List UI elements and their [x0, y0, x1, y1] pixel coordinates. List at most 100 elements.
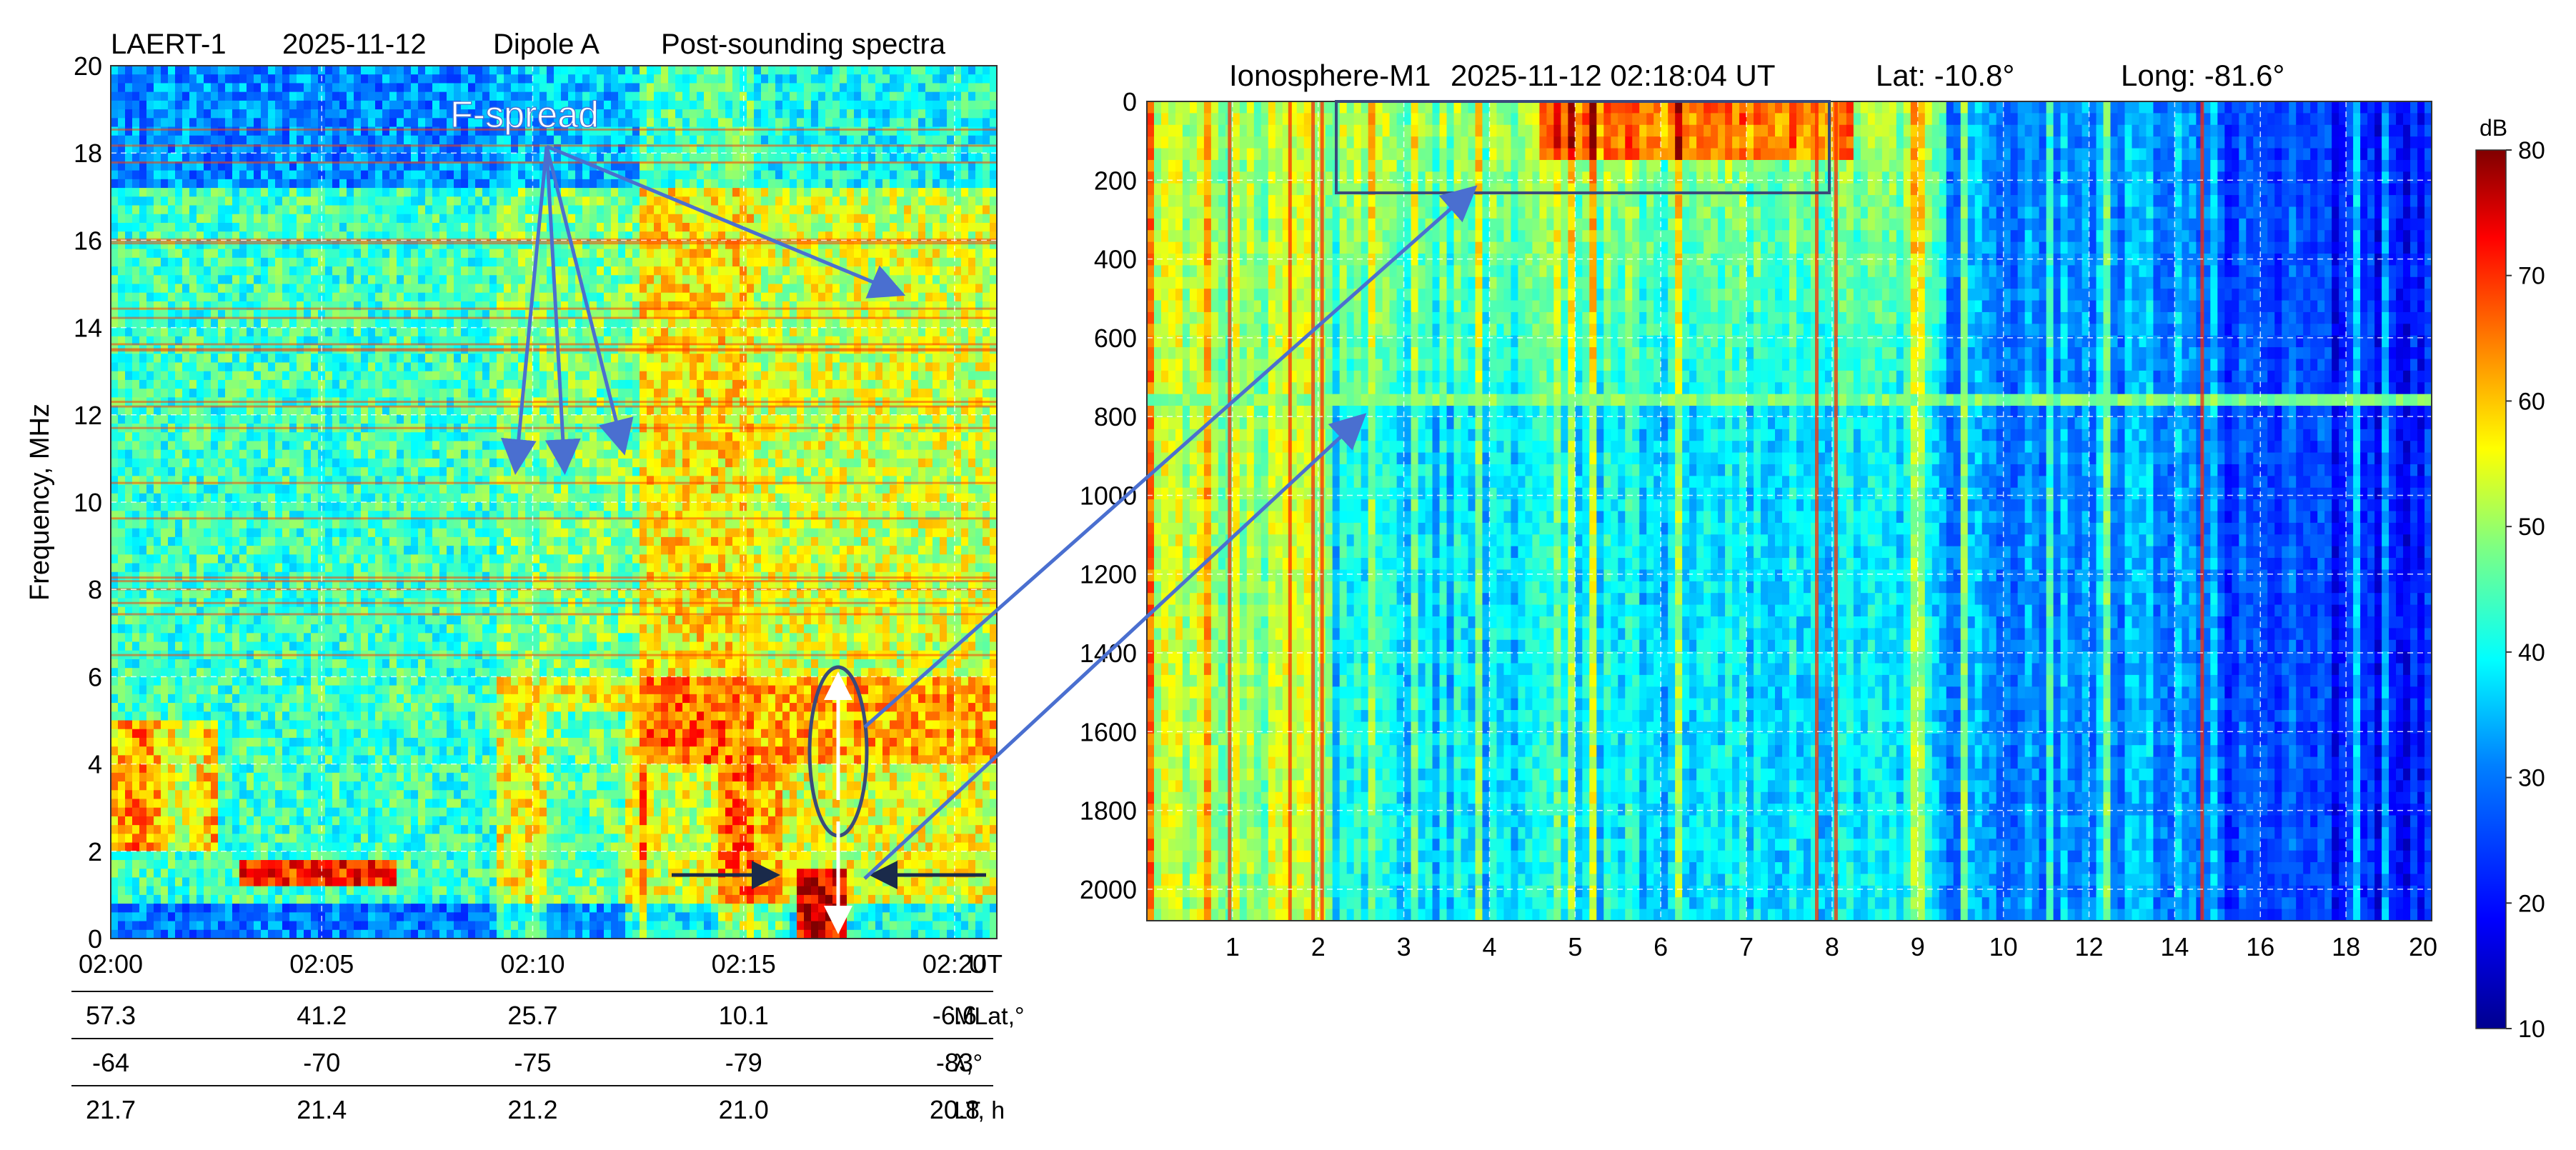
left-x-tick: 02:00: [79, 949, 143, 979]
right-y-tick: 1200: [1080, 560, 1137, 589]
right-y-tick: 2000: [1080, 875, 1137, 904]
left-y-tick: 14: [74, 314, 102, 343]
f-spread-arrow-4: [546, 144, 906, 299]
colorbar-tick: 10: [2518, 1016, 2545, 1043]
left-y-tick: 10: [74, 488, 102, 517]
colorbar-tick: 80: [2518, 137, 2545, 164]
ancillary-value: -83: [936, 1048, 973, 1077]
left-title-4: Post-sounding spectra: [661, 29, 946, 60]
left-title-1: LAERT-1: [111, 29, 227, 60]
right-title-1: Ionosphere-M1: [1229, 59, 1431, 92]
f-spread-annotation: F-spread: [449, 94, 906, 475]
right-x-tick: 5: [1568, 932, 1582, 961]
right-x-tick: 6: [1653, 932, 1668, 961]
colorbar-tick: 60: [2518, 388, 2545, 415]
left-x-tick: 02:15: [712, 949, 776, 979]
ancillary-value: 21.0: [719, 1095, 769, 1124]
right-x-tick: 3: [1397, 932, 1411, 961]
right-y-tick: 200: [1094, 166, 1137, 195]
right-x-tick: 16: [2246, 932, 2274, 961]
left-title-3: Dipole A: [493, 29, 600, 60]
right-y-tick: 800: [1094, 402, 1137, 431]
right-x-tick-labels: 1 2 3 4 5 6 7 8 9 10 12 14 16 18 20: [1225, 932, 2437, 961]
left-y-tick: 18: [74, 139, 102, 168]
colorbar-tick-labels: 10 20 30 40 50 60 70 80: [2506, 137, 2545, 1043]
connector-arrow-upper: [863, 185, 1478, 729]
ancillary-value: -79: [725, 1048, 762, 1077]
right-title-2: 2025-11-12 02:18:04 UT: [1451, 59, 1776, 92]
left-grid: [111, 66, 997, 939]
left-y-tick: 12: [74, 401, 102, 430]
right-y-tick-labels: 0200400600800100012001400160018002000: [1080, 87, 1137, 904]
left-x-tick-labels: 02:00 02:05 02:10 02:15 02:20: [79, 949, 987, 979]
ancillary-value: 57.3: [86, 1001, 136, 1030]
colorbar-tick: 30: [2518, 765, 2545, 792]
ancillary-value: 21.2: [507, 1095, 557, 1124]
right-title-4: Long: -81.6°: [2121, 59, 2284, 92]
left-plot-frame: [110, 65, 998, 939]
right-x-tick: 7: [1739, 932, 1754, 961]
ancillary-row-label: λ,°: [954, 1050, 983, 1077]
left-x-tick: 02:20: [923, 949, 987, 979]
left-y-tick: 6: [88, 662, 102, 691]
right-spectrogram-panel: Ionosphere-M1 2025-11-12 02:18:04 UT Lat…: [1080, 59, 2545, 1043]
left-y-axis-label: Frequency, MHz: [25, 404, 55, 601]
ancillary-value: -6.6: [933, 1001, 977, 1030]
colorbar-tick: 20: [2518, 890, 2545, 917]
colorbar-tick: 50: [2518, 514, 2545, 541]
f-spread-arrow-1: [500, 146, 549, 475]
left-y-tick: 16: [74, 226, 102, 255]
left-y-tick: 2: [88, 837, 102, 866]
right-x-tick: 20: [2409, 932, 2437, 961]
f-spread-label: F-spread: [450, 94, 599, 136]
ancillary-value: 20.8: [930, 1095, 980, 1124]
left-spectrogram-panel: LAERT-1 2025-11-12 Dipole A Post-soundin…: [25, 29, 1025, 1124]
ancillary-value: 10.1: [719, 1001, 769, 1030]
colorbar-bar: [2475, 149, 2507, 1029]
colorbar-tick: 40: [2518, 639, 2545, 666]
left-x-tick: 02:05: [289, 949, 354, 979]
right-x-tick: 10: [1989, 932, 2018, 961]
left-x-tick: 02:10: [500, 949, 565, 979]
right-x-tick: 8: [1825, 932, 1839, 961]
left-title-2: 2025-11-12: [282, 29, 427, 60]
left-y-tick: 0: [88, 924, 102, 954]
left-y-tick: 20: [74, 51, 102, 81]
right-x-tick: 18: [2332, 932, 2360, 961]
left-heatmap: [111, 66, 998, 939]
right-y-tick: 1800: [1080, 796, 1137, 826]
ancillary-value: 41.2: [297, 1001, 347, 1030]
right-x-tick: 12: [2075, 932, 2104, 961]
ancillary-value: 25.7: [507, 1001, 557, 1030]
right-y-tick: 0: [1123, 87, 1137, 116]
connector-arrow-lower: [863, 413, 1367, 880]
colorbar-tick: 70: [2518, 263, 2545, 290]
right-x-tick: 4: [1482, 932, 1496, 961]
right-x-tick: 9: [1911, 932, 1925, 961]
right-heatmap: [1147, 101, 2432, 921]
left-y-tick: 4: [88, 750, 102, 779]
right-x-tick: 1: [1225, 932, 1240, 961]
ancillary-value: 21.4: [297, 1095, 347, 1124]
f-spread-arrow-2: [544, 146, 581, 475]
ancillary-value: -64: [92, 1048, 129, 1077]
right-x-tick: 2: [1311, 932, 1326, 961]
f-spread-arrow-3: [544, 146, 634, 456]
ancillary-value: 21.7: [86, 1095, 136, 1124]
highlight-box: [1335, 100, 1831, 194]
left-y-tick-labels: 0 2 4 6 8 10 12 14 16 18 20: [74, 51, 102, 954]
left-x-unit-label: UT: [968, 949, 1003, 979]
ancillary-value: -70: [303, 1048, 340, 1077]
ancillary-row-label: LT, h: [954, 1097, 1005, 1124]
ancillary-value: -75: [514, 1048, 551, 1077]
right-y-tick: 600: [1094, 324, 1137, 353]
ancillary-row-label: MLat,°: [954, 1003, 1025, 1030]
right-y-tick: 1600: [1080, 717, 1137, 746]
left-y-tick: 8: [88, 575, 102, 604]
right-y-tick: 400: [1094, 245, 1137, 274]
colorbar-label: dB: [2480, 115, 2507, 141]
right-x-tick: 14: [2160, 932, 2189, 961]
right-title-3: Lat: -10.8°: [1876, 59, 2014, 92]
